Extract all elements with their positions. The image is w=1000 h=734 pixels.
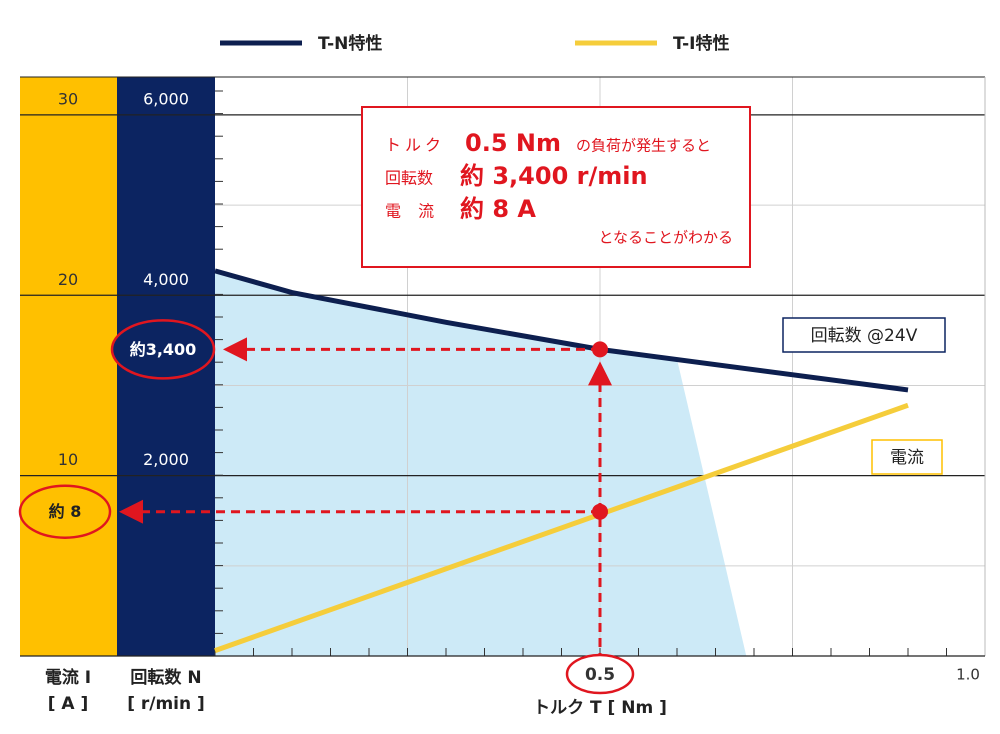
- callout-text: となることがわかる: [598, 229, 733, 247]
- operating-area: [215, 270, 747, 656]
- marker-label: 約 8: [49, 502, 82, 521]
- y-tick-label: 6,000: [143, 89, 189, 108]
- y-axis-title: [ r/min ]: [127, 694, 205, 714]
- series-line: [214, 402, 909, 653]
- callout-emphasis: 0.5 Nm: [465, 129, 561, 157]
- series-label-box: [871, 439, 943, 475]
- legend-label: T-N特性: [318, 33, 382, 54]
- y2-tick-label: 20: [58, 270, 78, 289]
- series-label: 回転数 @24V: [811, 326, 918, 346]
- callout-emphasis: 約 3,400 r/min: [460, 162, 648, 190]
- y-tick-label: 2,000: [143, 450, 189, 469]
- callout-text: 電 流: [385, 202, 440, 221]
- y-tick-label: 4,000: [143, 270, 189, 289]
- current-axis-band: [20, 77, 117, 656]
- callout-text: トルク: [385, 136, 445, 155]
- marker-point: [592, 341, 608, 358]
- x-tick-label: 0.5: [585, 665, 615, 685]
- callout-text: 回転数: [385, 169, 433, 188]
- callout-box: [361, 106, 751, 268]
- callout-emphasis: 約 8 A: [460, 195, 536, 223]
- marker-point: [592, 503, 608, 520]
- series-label: 電流: [890, 448, 924, 468]
- y-axis-title: 回転数 N: [130, 667, 201, 688]
- highlight-ellipse: [18, 484, 112, 539]
- x-axis-title: トルク T [ Nm ]: [533, 698, 667, 718]
- y2-tick-label: 30: [58, 89, 78, 108]
- series-line: [214, 268, 909, 393]
- highlight-ellipse: [110, 319, 216, 380]
- highlight-ellipse: [565, 653, 635, 695]
- y2-axis-title: [ A ]: [48, 694, 89, 714]
- callout-text: の負荷が発生すると: [576, 137, 711, 155]
- marker-label: 約3,400: [130, 340, 197, 359]
- legend-label: T-I特性: [673, 33, 729, 54]
- series-label-box: [782, 317, 946, 353]
- x-tick-label: 1.0: [956, 666, 980, 684]
- y2-tick-label: 10: [58, 450, 78, 469]
- y2-axis-title: 電流 I: [45, 667, 91, 688]
